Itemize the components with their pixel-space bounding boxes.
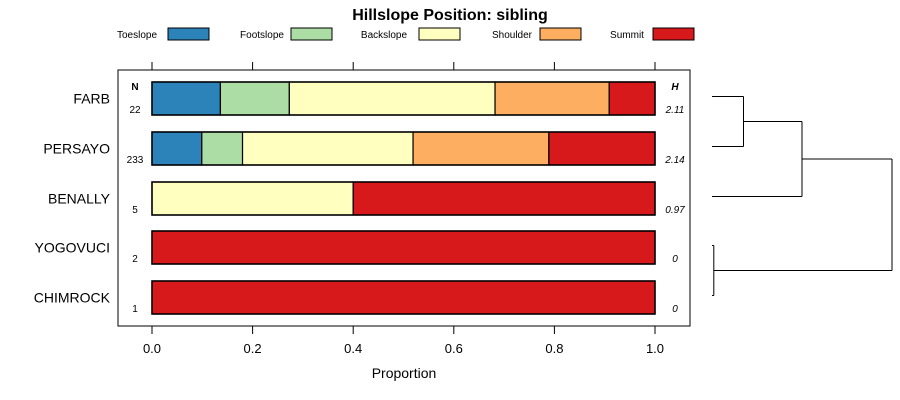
- tick-label: 0.6: [445, 341, 463, 356]
- bar-outline: [151, 181, 656, 216]
- h-value: 0.97: [665, 205, 685, 216]
- category-label: PERSAYO: [43, 141, 110, 157]
- h-value: 0: [672, 254, 678, 265]
- legend-swatch: [418, 27, 461, 41]
- tick-label: 0.8: [545, 341, 563, 356]
- bar-outline: [151, 230, 656, 265]
- n-header: N: [131, 82, 138, 93]
- bar-segment: [288, 81, 496, 116]
- bar-segment: [151, 131, 203, 166]
- h-value: 2.11: [665, 105, 685, 116]
- h-header: H: [671, 82, 679, 93]
- n-value: 5: [132, 205, 138, 216]
- legend: Toeslope Footslope Backslope Shoulder Summit: [117, 27, 695, 41]
- tick-label: 0.0: [143, 341, 161, 356]
- legend-label: Shoulder: [492, 30, 533, 41]
- n-value: 1: [132, 304, 138, 315]
- bar-segment: [241, 131, 414, 166]
- legend-swatch: [290, 27, 333, 41]
- bar-segment: [151, 181, 354, 216]
- category-label: YOGOVUCI: [35, 240, 110, 256]
- x-axis-label: Proportion: [372, 365, 437, 381]
- bar-segment: [608, 81, 656, 116]
- legend-label: Summit: [610, 30, 644, 41]
- legend-label: Backslope: [361, 30, 408, 41]
- tick-label: 1.0: [646, 341, 664, 356]
- bar-segment: [219, 81, 290, 116]
- category-labels: FARB 22 2.11 PERSAYO 233 2.14 BENALLY 5 0.97 YOGO…: [34, 91, 685, 316]
- bars: [151, 81, 656, 315]
- dendrogram: [712, 96, 893, 296]
- category-label: BENALLY: [48, 191, 111, 207]
- n-value: 22: [129, 105, 141, 116]
- x-axis: 0.0 0.2 0.4 0.6 0.8 1.0: [143, 326, 664, 356]
- legend-swatch: [167, 27, 210, 41]
- category-label: FARB: [73, 91, 110, 107]
- tick-label: 0.4: [344, 341, 362, 356]
- h-value: 0: [672, 304, 678, 315]
- bar-segment: [352, 181, 656, 216]
- chart-title: Hillslope Position: sibling: [352, 7, 548, 24]
- bar-outline: [151, 280, 656, 315]
- bar-segment: [201, 131, 244, 166]
- bar-segment: [151, 280, 656, 315]
- top-axis-ticks: [151, 62, 656, 70]
- legend-label: Toeslope: [117, 30, 157, 41]
- h-value: 2.14: [664, 155, 685, 166]
- tick-label: 0.2: [244, 341, 262, 356]
- n-value: 2: [132, 254, 138, 265]
- bar-segment: [151, 230, 656, 265]
- bar-outline: [151, 81, 656, 116]
- category-label: CHIMROCK: [34, 290, 111, 306]
- legend-label: Footslope: [240, 30, 284, 41]
- bar-segment: [151, 81, 222, 116]
- legend-swatch: [652, 27, 695, 41]
- bar-segment: [548, 131, 656, 166]
- bar-outline: [151, 131, 656, 166]
- plot-frame: [117, 69, 691, 327]
- bar-segment: [412, 131, 550, 166]
- n-value: 233: [127, 155, 144, 166]
- legend-swatch: [539, 27, 582, 41]
- bar-segment: [494, 81, 610, 116]
